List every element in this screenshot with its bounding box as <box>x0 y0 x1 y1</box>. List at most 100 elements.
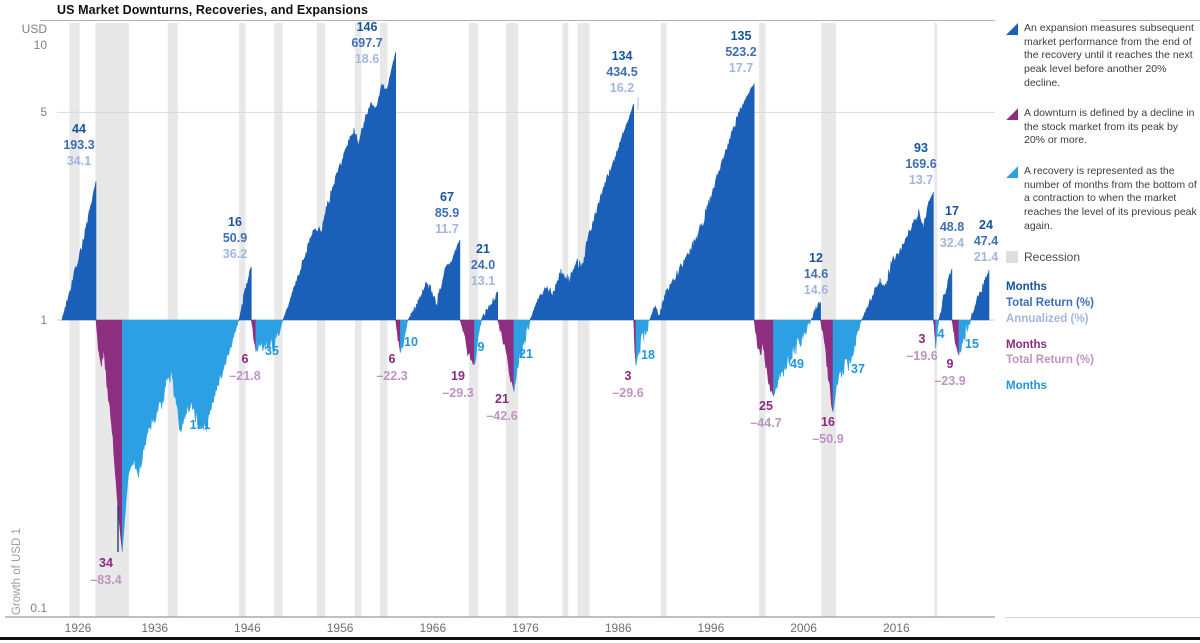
downturn-label-total-return: –29.3 <box>442 386 473 400</box>
y-tick-label: 5 <box>40 105 47 119</box>
downturn-label-months: 3 <box>919 332 926 346</box>
downturn-label-total-return: –21.8 <box>229 369 260 383</box>
expansion-area <box>61 181 97 321</box>
recovery-area <box>635 319 651 366</box>
recovery-label-months: 18 <box>641 348 655 362</box>
expansion-label-months: 146 <box>357 20 378 34</box>
recovery-area <box>122 319 240 552</box>
x-tick-label: 1966 <box>419 621 446 635</box>
x-tick-label: 2016 <box>883 621 910 635</box>
chart-legend: An expansion measures subsequent market … <box>1006 22 1198 405</box>
expansion-label-total-return: 523.2 <box>725 45 756 59</box>
legend-recession-text: Recession <box>1024 250 1081 265</box>
axis-line-extension <box>1005 617 1200 618</box>
recovery-area <box>773 319 812 397</box>
recovery-swatch-icon <box>1006 166 1018 179</box>
downturn-area <box>820 319 834 412</box>
y-axis-title: Growth of USD 1 <box>11 528 23 615</box>
expansion-area <box>282 52 396 321</box>
recovery-label-months: 35 <box>265 344 279 358</box>
x-tick-label: 2006 <box>790 621 817 635</box>
expansion-label-total-return: 24.0 <box>471 258 495 272</box>
expansion-label-annualized: 21.4 <box>974 250 998 264</box>
expansion-label-annualized: 13.1 <box>471 274 495 288</box>
downturn-label-months: 9 <box>947 357 954 371</box>
expansion-label-months: 44 <box>72 122 86 136</box>
x-tick-label: 1976 <box>512 621 539 635</box>
expansion-label-months: 21 <box>476 242 490 256</box>
x-tick-label: 1926 <box>65 621 92 635</box>
expansion-label-annualized: 18.6 <box>355 52 379 66</box>
downturn-area <box>250 319 257 352</box>
legend-recovery-text: A recovery is represented as the number … <box>1024 165 1197 232</box>
expansion-label-months: 24 <box>979 218 993 232</box>
legend-expansion-text: An expansion measures subsequent market … <box>1024 22 1194 89</box>
downturn-area <box>951 319 960 356</box>
legend-downturn-text: A downturn is defined by a decline in th… <box>1024 107 1195 147</box>
expansion-label-annualized: 32.4 <box>940 236 964 250</box>
recovery-area <box>958 319 971 356</box>
x-tick-label: 1946 <box>234 621 261 635</box>
expansion-label-total-return: 48.8 <box>940 220 964 234</box>
recovery-months-key: Months <box>1006 380 1047 393</box>
legend-item-recovery: A recovery is represented as the number … <box>1006 165 1198 233</box>
downturn-label-total-return: –22.3 <box>376 369 407 383</box>
expansion-label-total-return: 697.7 <box>351 36 382 50</box>
legend-item-downturn: A downturn is defined by a decline in th… <box>1006 107 1198 148</box>
recovery-area <box>255 319 284 353</box>
downturn-area <box>395 319 401 353</box>
expansion-label-months: 93 <box>914 141 928 155</box>
expansion-key: Months Total Return (%) Annualized (%) <box>1006 280 1198 328</box>
expansion-label-annualized: 17.7 <box>729 61 753 75</box>
expansion-area <box>810 301 821 321</box>
recovery-label-months: 9 <box>478 340 485 354</box>
expansion-label-annualized: 34.1 <box>67 154 91 168</box>
downturn-label-months: 6 <box>242 352 249 366</box>
recovery-label-months: 151 <box>190 418 211 432</box>
downturn-months-key: Months <box>1006 338 1047 351</box>
expansion-label-months: 135 <box>731 29 752 43</box>
recovery-area <box>513 319 531 392</box>
recovery-label-months: 49 <box>790 357 804 371</box>
recovery-label-months: 10 <box>404 335 418 349</box>
recovery-area <box>474 319 482 365</box>
y-tick-label: 1 <box>40 313 47 327</box>
downturn-label-months: 16 <box>821 415 835 429</box>
expansion-label-annualized: 36.2 <box>223 247 247 261</box>
expansion-label-annualized: 16.2 <box>610 81 634 95</box>
downturn-area <box>753 319 774 397</box>
downturn-label-months: 19 <box>451 369 465 383</box>
downturn-swatch-icon <box>1006 108 1018 121</box>
downturn-label-months: 34 <box>99 556 113 570</box>
expansion-area <box>938 268 953 321</box>
expansion-label-months: 134 <box>612 49 633 63</box>
expansion-months-key: Months <box>1006 280 1047 293</box>
expansion-swatch-icon <box>1006 23 1018 35</box>
downturn-key: Months Total Return (%) <box>1006 338 1198 370</box>
legend-top-border-line <box>1100 20 1200 21</box>
downturn-label-total-return: –29.6 <box>612 386 643 400</box>
x-tick-label: 1986 <box>605 621 632 635</box>
recovery-label-months: 21 <box>519 347 533 361</box>
expansion-label-annualized: 11.7 <box>435 222 459 236</box>
expansion-area <box>860 192 934 321</box>
recovery-label-months: 15 <box>965 337 979 351</box>
market-cycles-chart: 44193.334.134–83.41511650.936.26–21.8351… <box>5 20 998 635</box>
recession-swatch-icon <box>1006 251 1018 264</box>
downturn-label-total-return: –42.6 <box>486 409 517 423</box>
downturn-label-total-return: –44.7 <box>750 416 781 430</box>
expansion-label-annualized: 13.7 <box>909 173 933 187</box>
y-tick-label: 10 <box>34 38 48 52</box>
expansion-label-total-return: 169.6 <box>905 157 936 171</box>
downturn-label-months: 3 <box>625 369 632 383</box>
x-tick-label: 1936 <box>141 621 168 635</box>
recovery-key: Months <box>1006 379 1198 395</box>
downturn-area <box>497 319 515 392</box>
recovery-label-months: 4 <box>938 327 945 341</box>
expansion-area <box>970 269 990 321</box>
downturn-area <box>633 319 637 366</box>
y-tick-label: 0.1 <box>30 601 47 615</box>
downturn-label-months: 25 <box>759 399 773 413</box>
expansion-area <box>407 239 461 321</box>
expansion-label-total-return: 85.9 <box>435 206 459 220</box>
